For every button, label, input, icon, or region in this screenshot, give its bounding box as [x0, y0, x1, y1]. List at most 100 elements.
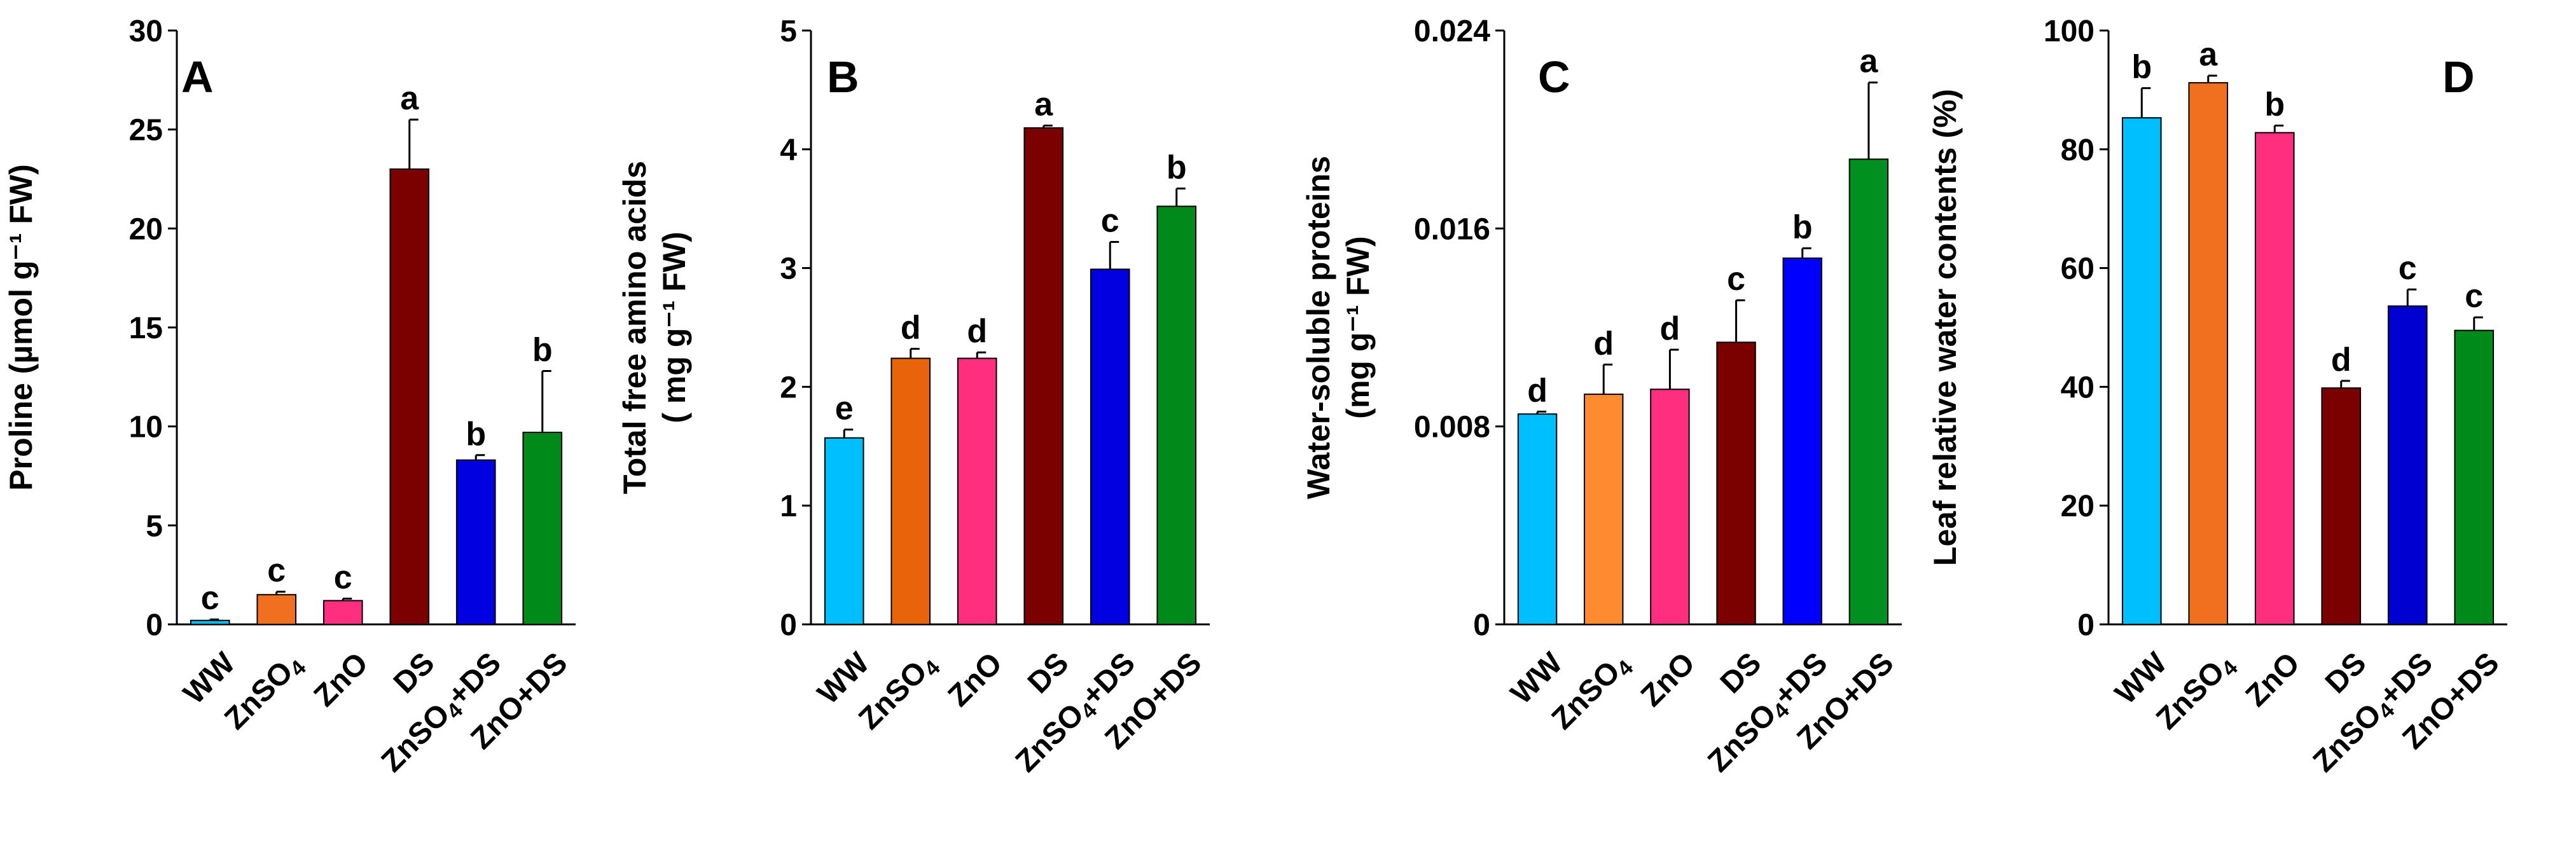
category-label: ZnO	[307, 646, 374, 713]
bar-ds	[389, 168, 430, 625]
significance-letter: d	[1660, 310, 1680, 347]
error-bar	[976, 351, 987, 359]
significance-letter: c	[267, 553, 286, 589]
bar-znso4	[1584, 394, 1624, 625]
y-tick-label: 10	[129, 411, 163, 444]
y-tick-label: 0	[2077, 608, 2095, 642]
category-label: ZnSO4	[2150, 646, 2243, 739]
bar-znso4	[256, 594, 297, 625]
category-label: DS	[1021, 646, 1076, 700]
error-bar	[2406, 288, 2417, 306]
bar-zno	[1650, 388, 1690, 626]
bar-ww	[1517, 413, 1558, 625]
y-axis-label: Total free amino acids	[617, 161, 653, 494]
y-tick-label: 0	[1473, 608, 1490, 642]
y-tick-label: 4	[780, 134, 797, 167]
category-label: ZnSO4	[1545, 646, 1638, 739]
y-tick-label: 2	[780, 371, 797, 404]
panel-label: D	[2442, 52, 2475, 102]
bar-zno-plus-ds	[2454, 329, 2495, 625]
error-bar	[474, 454, 485, 460]
significance-letter: b	[1792, 209, 1813, 245]
panel-label: C	[1538, 52, 1570, 102]
significance-letter: e	[835, 390, 854, 427]
category-label: ZnSO4	[852, 646, 945, 739]
category-label: ZnO	[2239, 646, 2306, 713]
panel-label: A	[181, 52, 214, 102]
category-label: ZnO	[941, 646, 1008, 713]
error-bar	[541, 369, 551, 433]
y-tick-label: 25	[129, 114, 163, 148]
y-tick-label: 0	[146, 608, 163, 642]
significance-letter: c	[334, 560, 352, 596]
bar-zno-plus-ds	[1848, 158, 1889, 626]
panel-label: B	[827, 52, 859, 102]
bar-ww	[824, 437, 864, 625]
error-bar	[2340, 380, 2350, 388]
y-tick-label: 20	[129, 212, 163, 246]
error-bar	[408, 118, 419, 169]
error-bar	[843, 429, 854, 438]
y-tick-label: 15	[129, 312, 163, 345]
significance-letter: c	[201, 580, 219, 617]
category-label: DS	[387, 646, 441, 700]
y-axis-label: Proline (µmol g⁻¹ FW)	[3, 164, 39, 490]
error-bar	[1602, 363, 1613, 395]
y-tick-label: 100	[2044, 15, 2095, 48]
error-bar	[275, 591, 286, 595]
y-tick-label: 5	[146, 509, 163, 543]
bar-ds	[1716, 341, 1756, 625]
significance-letter: a	[1859, 43, 1878, 80]
category-label: DS	[1714, 646, 1768, 700]
significance-letter: b	[2264, 86, 2285, 123]
y-axis-label: (mg g⁻¹ FW)	[1340, 236, 1376, 418]
error-bar	[2273, 124, 2284, 133]
y-tick-label: 0.008	[1414, 411, 1490, 444]
bar-zno-plus-ds	[1156, 205, 1197, 625]
bar-zno-plus-ds	[522, 432, 563, 625]
category-label: DS	[2319, 646, 2373, 700]
bar-znso4	[2188, 82, 2229, 625]
error-bar	[1801, 247, 1811, 259]
error-bar	[1175, 187, 1186, 207]
bar-ds	[2321, 387, 2362, 625]
error-bar	[2473, 316, 2483, 331]
category-label: ZnSO4	[218, 646, 311, 739]
error-bar	[342, 598, 352, 601]
error-bar	[1735, 299, 1745, 343]
significance-letter: c	[2465, 278, 2483, 315]
chart-panel-C: 0 0.008 0.016 0.024 Water-soluble proteins (m…	[1301, 15, 1902, 778]
significance-letter: b	[2131, 49, 2152, 86]
bar-znso4-plus-ds	[1090, 268, 1130, 625]
y-tick-label: 60	[2061, 252, 2095, 286]
significance-letter: d	[1527, 372, 1548, 409]
y-tick-label: 1	[780, 490, 797, 523]
y-tick-label: 5	[780, 15, 797, 48]
error-bar	[1042, 124, 1053, 128]
bar-ds	[1023, 127, 1064, 625]
error-bar	[209, 618, 219, 621]
error-bar	[1536, 410, 1547, 415]
y-tick-label: 0.016	[1414, 212, 1490, 246]
significance-letter: b	[466, 416, 486, 453]
significance-letter: d	[2331, 341, 2351, 378]
error-bar	[1109, 241, 1119, 270]
bar-znso4	[890, 357, 931, 625]
y-tick-label: 80	[2061, 134, 2095, 167]
bar-znso4-plus-ds	[2387, 305, 2428, 625]
error-bar	[910, 348, 920, 359]
significance-letter: b	[1167, 149, 1187, 186]
significance-letter: c	[2399, 250, 2417, 287]
significance-letter: c	[1101, 203, 1119, 240]
significance-letter: d	[1593, 325, 1614, 362]
bar-ww	[2121, 117, 2162, 626]
y-tick-label: 0	[780, 608, 797, 642]
significance-letter: b	[532, 331, 553, 368]
bar-zno	[322, 600, 363, 626]
bar-ww	[190, 619, 230, 625]
error-bar	[1867, 81, 1878, 160]
y-tick-label: 0.024	[1414, 15, 1490, 48]
y-tick-label: 30	[129, 15, 163, 48]
